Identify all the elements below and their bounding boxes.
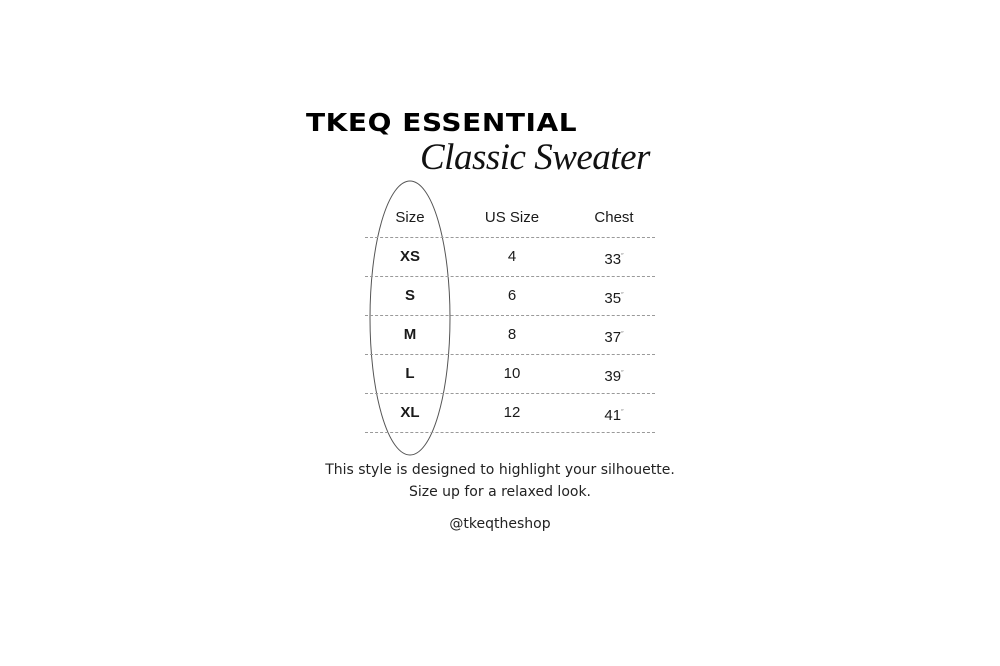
header-us-size: US Size: [484, 209, 540, 226]
inch-mark: ″: [621, 409, 624, 416]
inch-mark: ″: [621, 292, 624, 299]
fit-note-line1: This style is designed to highlight your…: [325, 462, 675, 478]
us-size-cell: 8: [507, 326, 517, 343]
table-row: L 10 39″: [365, 354, 655, 393]
divider: [365, 432, 655, 433]
table-header: Size US Size Chest: [365, 198, 655, 237]
chest-value: 33: [604, 251, 622, 268]
table-row: XL 12 41″: [365, 393, 655, 432]
chest-value: 35: [604, 290, 622, 307]
chest-value: 37: [604, 329, 622, 346]
us-size-cell: 6: [507, 287, 517, 304]
size-cell: XL: [400, 404, 420, 421]
inch-mark: ″: [621, 253, 624, 260]
divider: [365, 276, 655, 277]
inch-mark: ″: [621, 331, 624, 338]
us-size-cell: 4: [507, 248, 517, 265]
fit-note-line2: Size up for a relaxed look.: [408, 484, 592, 500]
chest-value: 41: [604, 407, 622, 424]
header-size: Size: [395, 209, 425, 226]
header-chest: Chest: [594, 209, 634, 226]
inch-mark: ″: [621, 370, 624, 377]
table-row: M 8 37″: [365, 315, 655, 354]
social-handle: @tkeqtheshop: [449, 516, 551, 532]
chest-cell: 39″: [564, 354, 664, 396]
size-cell: M: [403, 326, 417, 343]
divider: [365, 354, 655, 355]
chest-value: 39: [604, 368, 622, 385]
size-cell: L: [405, 365, 415, 382]
table-row: S 6 35″: [365, 276, 655, 315]
divider: [365, 237, 655, 238]
table-row: XS 4 33″: [365, 237, 655, 276]
us-size-cell: 10: [503, 365, 521, 382]
size-cell: XS: [399, 248, 420, 265]
chest-cell: 35″: [564, 276, 664, 318]
chest-cell: 33″: [564, 237, 664, 279]
chest-cell: 41″: [564, 393, 664, 435]
chest-cell: 37″: [564, 315, 664, 357]
divider: [365, 315, 655, 316]
size-cell: S: [404, 287, 415, 304]
us-size-cell: 12: [503, 404, 521, 421]
brand-title: TKEQ ESSENTIAL: [306, 108, 578, 137]
divider: [365, 393, 655, 394]
product-title: Classic Sweater: [420, 137, 650, 178]
